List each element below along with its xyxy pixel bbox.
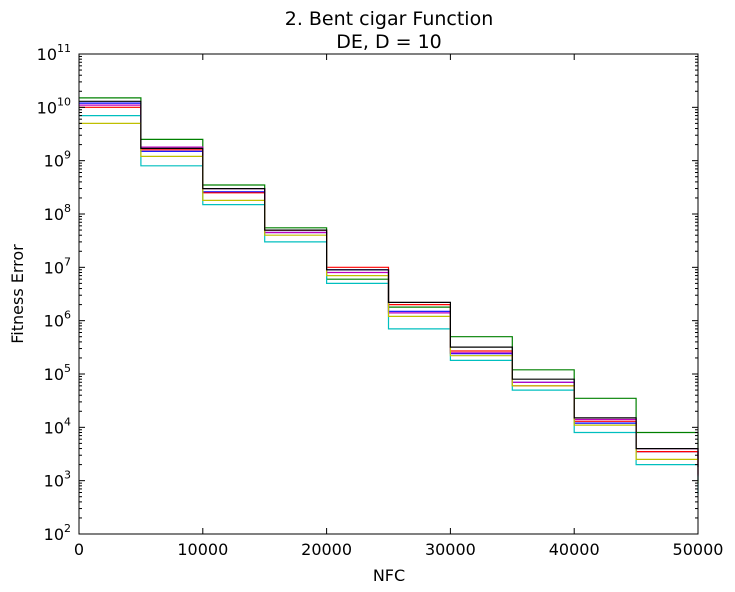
series-line-7 [79,100,699,468]
y-tick-label: 102 [44,522,71,544]
y-tick-base: 10 [44,152,64,171]
chart-title: 2. Bent cigar Function [285,8,494,30]
y-tick-base: 10 [37,98,57,117]
x-tick-label: 0 [74,540,84,559]
y-tick-exponent: 7 [64,255,71,268]
y-tick-label: 108 [44,202,71,224]
y-tick-base: 10 [44,472,64,491]
y-tick-exponent: 6 [64,309,71,322]
y-tick-label: 107 [44,255,71,277]
y-tick-exponent: 11 [57,42,71,55]
plot-frame [78,53,699,535]
x-tick-label: 20000 [301,540,352,559]
y-tick-label: 104 [44,415,71,437]
y-tick-exponent: 10 [57,95,71,108]
y-tick-label: 1011 [37,42,71,64]
y-tick-label: 103 [44,469,71,491]
y-tick-exponent: 2 [64,522,71,535]
y-tick-exponent: 3 [64,469,71,482]
y-tick-base: 10 [44,312,64,331]
y-tick-label: 105 [44,362,71,384]
x-tick-label: 30000 [425,540,476,559]
y-tick-base: 10 [44,418,64,437]
y-tick-label: 109 [44,149,71,171]
y-tick-base: 10 [44,365,64,384]
y-tick-label: 1010 [37,95,71,117]
x-tick-label: 50000 [673,540,724,559]
chart-subtitle: DE, D = 10 [336,31,442,53]
y-tick-exponent: 5 [64,362,71,375]
y-tick-base: 10 [44,205,64,224]
y-tick-exponent: 9 [64,149,71,162]
y-tick-exponent: 4 [64,415,71,428]
series-layer [79,97,699,495]
x-tick-label: 40000 [549,540,600,559]
x-tick-label: 10000 [177,540,228,559]
y-tick-exponent: 8 [64,202,71,215]
x-axis: 0 10000 20000 30000 40000 50000 [74,54,724,559]
series-line-6 [79,122,699,484]
y-tick-base: 10 [44,525,64,544]
y-axis-label: Fitness Error [8,244,27,344]
y-tick-label: 106 [44,309,71,331]
y-tick-base: 10 [44,258,64,277]
y-tick-base: 10 [37,45,57,64]
x-axis-label: NFC [373,566,405,585]
